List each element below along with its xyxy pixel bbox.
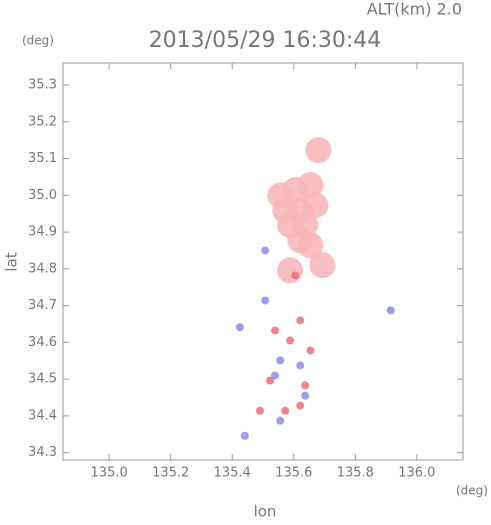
- data-point: [309, 252, 336, 279]
- data-point: [286, 336, 295, 345]
- plot-frame: [62, 62, 464, 461]
- data-point: [271, 326, 279, 335]
- data-point: [291, 271, 300, 280]
- data-point: [261, 246, 270, 255]
- data-point: [240, 431, 249, 440]
- data-point: [255, 406, 264, 415]
- x-axis-label: lon: [254, 503, 277, 521]
- data-point: [296, 361, 305, 370]
- y-tick-label: 34.5: [28, 372, 57, 387]
- y-tick-label: 34.8: [28, 261, 57, 276]
- data-point: [297, 172, 324, 199]
- data-point: [302, 192, 329, 219]
- data-point: [296, 316, 305, 325]
- x-unit: (deg): [456, 484, 488, 498]
- data-point: [297, 232, 324, 259]
- x-tick-label: 135.0: [91, 466, 128, 481]
- data-point: [235, 323, 244, 332]
- x-tick-label: 135.6: [275, 466, 312, 481]
- data-point: [386, 306, 395, 315]
- data-point: [276, 356, 285, 365]
- x-tick-label: 136.0: [398, 466, 435, 481]
- y-tick-label: 35.3: [28, 78, 57, 93]
- data-point: [301, 381, 310, 390]
- data-point: [296, 401, 305, 410]
- data-point: [261, 296, 270, 305]
- y-tick-label: 34.9: [28, 225, 57, 240]
- data-point: [277, 257, 304, 284]
- y-tick-label: 35.0: [28, 188, 57, 203]
- y-tick-label: 34.4: [28, 408, 57, 423]
- data-point: [281, 406, 290, 415]
- x-tick-label: 135.8: [337, 466, 374, 481]
- y-tick-label: 35.2: [28, 114, 57, 129]
- data-point: [305, 137, 332, 164]
- data-point: [276, 416, 285, 425]
- chart-title: 2013/05/29 16:30:44: [149, 28, 382, 53]
- y-tick-label: 35.1: [28, 151, 57, 166]
- x-tick-label: 135.4: [214, 466, 251, 481]
- y-axis-label: lat: [3, 252, 21, 271]
- annotation: ALT(km) 2.0: [367, 0, 462, 19]
- data-point: [301, 391, 310, 400]
- data-point: [271, 371, 279, 380]
- data-point: [306, 346, 315, 355]
- x-tick-label: 135.2: [152, 466, 189, 481]
- y-unit: (deg): [22, 34, 54, 48]
- y-tick-label: 34.7: [28, 298, 57, 313]
- data-point: [266, 376, 275, 385]
- y-tick-label: 34.6: [28, 335, 57, 350]
- y-tick-label: 34.3: [28, 445, 57, 460]
